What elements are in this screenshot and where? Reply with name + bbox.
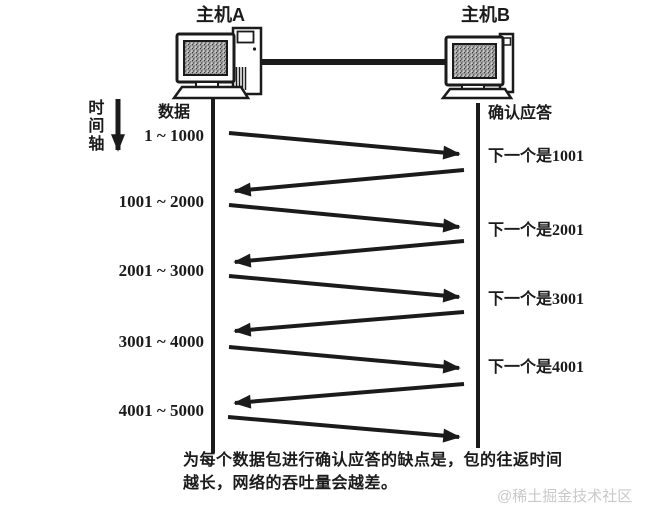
host-b-computer-icon xyxy=(440,32,515,100)
data-arrow-4 xyxy=(228,345,461,374)
ack-label-1: 下一个是1001 xyxy=(488,148,585,165)
data-segment-label-2: 1001 ~ 2000 xyxy=(118,192,204,211)
host-a-keyboard xyxy=(171,85,251,100)
ack-column-header: 确认应答 xyxy=(488,105,553,122)
data-arrow-3 xyxy=(228,274,461,303)
host-a-computer-icon xyxy=(171,26,263,100)
data-arrows xyxy=(227,131,461,443)
ack-arrow-3 xyxy=(233,310,465,337)
host-b-label: 主机B xyxy=(461,5,510,25)
data-segment-label-4: 3001 ~ 4000 xyxy=(118,332,204,351)
host-a-floppy-drive xyxy=(236,30,255,44)
host-a-power-button xyxy=(252,47,257,51)
ack-label-2: 下一个是2001 xyxy=(488,222,585,239)
time-axis-label: 时间轴 xyxy=(85,99,103,153)
data-segment-label-1: 1 ~ 1000 xyxy=(144,126,204,145)
data-segment-label-3: 2001 ~ 3000 xyxy=(118,261,204,280)
caption-line-2: 越长，网络的吞吐量会越差。 xyxy=(183,475,398,492)
host-b-keyboard xyxy=(440,87,514,100)
watermark: @稀土掘金技术社区 xyxy=(497,488,633,505)
ack-arrow-1 xyxy=(233,168,465,197)
data-arrow-5 xyxy=(227,415,461,443)
caption-line-1: 为每个数据包进行确认应答的缺点是，包的往返时间 xyxy=(183,452,563,469)
data-column-header: 数据 xyxy=(157,104,190,121)
data-arrow-2 xyxy=(228,203,461,233)
ack-arrow-4 xyxy=(233,382,465,409)
ack-arrows xyxy=(233,168,465,409)
data-segment-label-5: 4001 ~ 5000 xyxy=(118,401,204,420)
ack-label-4: 下一个是4001 xyxy=(488,359,585,376)
ack-arrow-2 xyxy=(233,239,465,268)
host-b-screen xyxy=(452,43,497,79)
ack-label-3: 下一个是3001 xyxy=(488,291,585,308)
host-a-screen xyxy=(183,40,228,76)
host-a-label: 主机A xyxy=(196,5,245,25)
data-arrow-1 xyxy=(228,131,461,160)
